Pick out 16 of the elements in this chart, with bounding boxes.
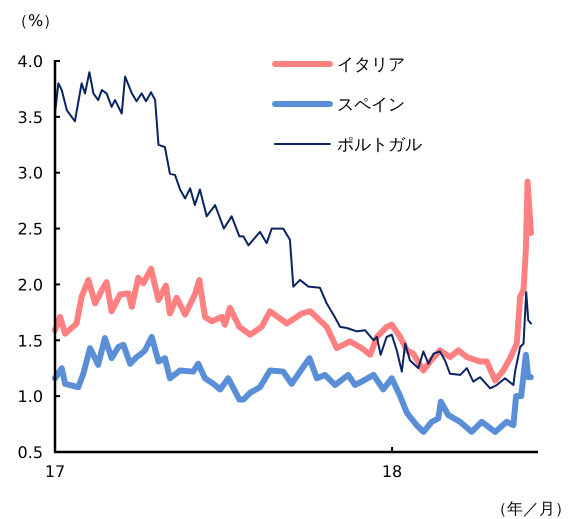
y-tick-label: 3.0 xyxy=(18,164,43,183)
line-series xyxy=(54,71,532,390)
y-axis-title: （%） xyxy=(12,11,60,30)
y-tick-label: 4.0 xyxy=(18,52,43,71)
y-tick-label: 2.5 xyxy=(18,220,43,239)
legend-label: スペイン xyxy=(337,95,405,115)
legend-label: イタリア xyxy=(337,55,405,75)
x-axis-title: （年／月） xyxy=(491,499,571,518)
y-tick-label: 2.0 xyxy=(18,275,43,294)
x-tick-label: 17 xyxy=(44,462,66,481)
x-tick-label: 18 xyxy=(382,462,402,481)
legend-label: ポルトガル xyxy=(337,135,422,155)
y-tick-label: 1.0 xyxy=(18,387,43,406)
y-tick-label: 0.5 xyxy=(18,443,43,462)
y-tick-label: 3.5 xyxy=(18,108,43,127)
y-tick-label: 1.5 xyxy=(18,331,43,350)
